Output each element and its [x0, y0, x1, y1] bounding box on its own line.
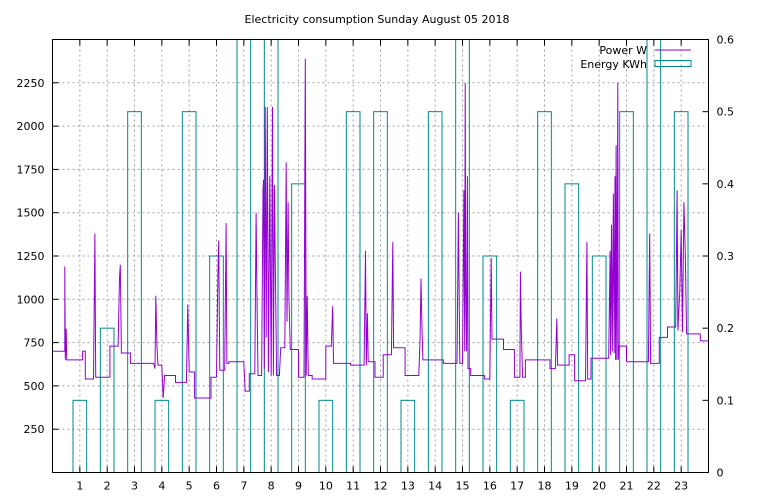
chart-title: Electricity consumption Sunday August 05…: [245, 13, 510, 26]
x-tick-label: 19: [565, 480, 579, 493]
legend: Power W Energy KWh: [580, 44, 692, 71]
x-tick-label: 20: [592, 480, 606, 493]
x-tick-label: 3: [131, 480, 138, 493]
y2-tick-label: 0.4: [717, 178, 735, 191]
y-tick-label: 1750: [17, 163, 45, 176]
x-tick-label: 15: [456, 480, 470, 493]
power-line: [52, 58, 709, 399]
y-tick-labels: 250 500 750 1000 1250 1500 1750 2000 2250: [17, 77, 45, 436]
x-tick-label: 17: [510, 480, 524, 493]
legend-swatch-energy: [654, 60, 692, 67]
x-tick-label: 6: [213, 480, 220, 493]
y2-tick-label: 0.1: [717, 394, 735, 407]
x-tick-label: 5: [186, 480, 193, 493]
x-tick-label: 8: [268, 480, 275, 493]
y2-tick-label: 0.5: [717, 106, 735, 119]
tick-marks: [52, 39, 709, 473]
x-tick-label: 14: [428, 480, 442, 493]
legend-label-power: Power W: [599, 44, 647, 57]
x-tick-label: 11: [346, 480, 360, 493]
power-series: [52, 58, 709, 399]
x-tick-label: 1: [76, 480, 83, 493]
y-tick-label: 500: [24, 380, 45, 393]
x-tick-label: 10: [319, 480, 333, 493]
x-tick-label: 13: [401, 480, 415, 493]
x-tick-label: 12: [374, 480, 388, 493]
y-tick-label: 1250: [17, 250, 45, 263]
legend-label-energy: Energy KWh: [580, 58, 647, 71]
y-tick-label: 1000: [17, 293, 45, 306]
x-tick-label: 23: [674, 480, 688, 493]
x-tick-label: 4: [158, 480, 165, 493]
y-tick-label: 250: [24, 423, 45, 436]
x-tick-label: 21: [620, 480, 634, 493]
x-tick-label: 2: [104, 480, 111, 493]
y-tick-label: 2000: [17, 120, 45, 133]
x-tick-label: 22: [647, 480, 661, 493]
y2-tick-label: 0: [717, 467, 724, 480]
x-tick-label: 9: [295, 480, 302, 493]
y-tick-label: 2250: [17, 77, 45, 90]
y2-tick-labels: 0 0.1 0.2 0.3 0.4 0.5 0.6: [717, 34, 735, 480]
y-tick-label: 1500: [17, 207, 45, 220]
y2-tick-label: 0.6: [717, 34, 735, 47]
energy-bar: [564, 183, 580, 473]
y2-tick-label: 0.3: [717, 250, 735, 263]
x-tick-label: 16: [483, 480, 497, 493]
x-tick-label: 18: [538, 480, 552, 493]
x-tick-labels: 1 2 3 4 5 6 7 8 9 10 11 12 13 14 15 16 17 18 19 20 21 22 23: [76, 480, 688, 493]
x-tick-label: 7: [240, 480, 247, 493]
y-tick-label: 750: [24, 337, 45, 350]
y2-tick-label: 0.2: [717, 322, 735, 335]
